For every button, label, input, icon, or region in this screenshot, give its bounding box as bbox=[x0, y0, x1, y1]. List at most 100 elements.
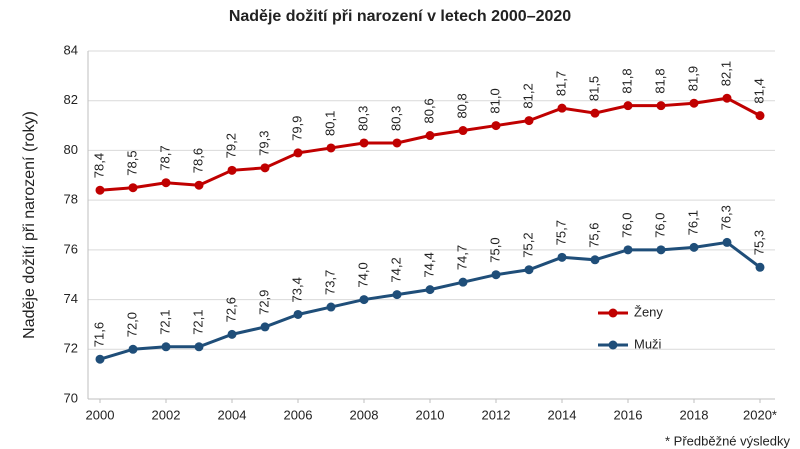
data-label: 75,0 bbox=[487, 237, 502, 262]
data-label: 81,4 bbox=[751, 78, 766, 103]
data-label: 73,7 bbox=[322, 270, 337, 295]
data-point bbox=[392, 290, 402, 300]
data-point bbox=[260, 163, 270, 173]
x-tick-label: 2002 bbox=[152, 407, 181, 422]
data-point bbox=[590, 108, 600, 118]
y-tick-label: 72 bbox=[64, 341, 78, 356]
data-label: 72,6 bbox=[223, 297, 238, 322]
data-label: 79,2 bbox=[223, 133, 238, 158]
data-point bbox=[194, 180, 204, 190]
legend-marker bbox=[608, 308, 618, 318]
x-tick-label: 2020* bbox=[743, 407, 777, 422]
data-label: 75,7 bbox=[553, 220, 568, 245]
data-point bbox=[326, 302, 336, 312]
data-point bbox=[656, 101, 666, 111]
data-point bbox=[524, 116, 534, 126]
data-point bbox=[458, 126, 468, 136]
data-label: 72,0 bbox=[124, 312, 139, 337]
data-label: 79,9 bbox=[289, 116, 304, 141]
data-label: 81,5 bbox=[586, 76, 601, 101]
legend-label: Muži bbox=[634, 336, 662, 351]
data-label: 80,8 bbox=[454, 93, 469, 118]
data-label: 75,2 bbox=[520, 232, 535, 257]
data-label: 81,2 bbox=[520, 83, 535, 108]
legend-label: Ženy bbox=[634, 304, 663, 319]
data-label: 78,4 bbox=[91, 153, 106, 178]
data-label: 80,1 bbox=[322, 111, 337, 136]
data-point bbox=[227, 329, 237, 339]
data-label: 72,1 bbox=[157, 309, 172, 334]
data-label: 74,4 bbox=[421, 252, 436, 277]
y-tick-label: 78 bbox=[64, 192, 78, 207]
data-label: 78,6 bbox=[190, 148, 205, 173]
x-tick-label: 2012 bbox=[482, 407, 511, 422]
data-point bbox=[128, 183, 138, 193]
data-label: 82,1 bbox=[718, 61, 733, 86]
data-label: 76,1 bbox=[685, 210, 700, 235]
y-tick-label: 74 bbox=[64, 291, 78, 306]
data-point bbox=[95, 185, 105, 195]
chart-title: Naděje dožití při narození v letech 2000… bbox=[229, 8, 571, 25]
data-label: 72,1 bbox=[190, 309, 205, 334]
data-point bbox=[689, 98, 699, 108]
data-point bbox=[722, 93, 732, 103]
data-point bbox=[161, 178, 171, 188]
y-tick-label: 76 bbox=[64, 241, 78, 256]
data-point bbox=[326, 143, 336, 153]
data-label: 79,3 bbox=[256, 131, 271, 156]
data-point bbox=[128, 344, 138, 354]
data-label: 81,7 bbox=[553, 71, 568, 96]
data-point bbox=[755, 111, 765, 121]
data-label: 81,8 bbox=[652, 68, 667, 93]
x-tick-label: 2018 bbox=[680, 407, 709, 422]
data-label: 74,0 bbox=[355, 262, 370, 287]
data-label: 74,7 bbox=[454, 245, 469, 270]
data-label: 71,6 bbox=[91, 322, 106, 347]
data-point bbox=[557, 252, 567, 262]
data-label: 76,0 bbox=[619, 213, 634, 238]
data-point bbox=[194, 342, 204, 352]
data-label: 81,9 bbox=[685, 66, 700, 91]
x-tick-label: 2004 bbox=[218, 407, 247, 422]
footnote: * Předběžné výsledky bbox=[665, 433, 791, 448]
data-point bbox=[227, 165, 237, 175]
data-label: 80,6 bbox=[421, 98, 436, 123]
data-label: 73,4 bbox=[289, 277, 304, 302]
y-tick-label: 70 bbox=[64, 390, 78, 405]
data-point bbox=[425, 285, 435, 295]
data-point bbox=[161, 342, 171, 352]
data-point bbox=[491, 121, 501, 131]
data-point bbox=[293, 309, 303, 319]
data-label: 78,5 bbox=[124, 150, 139, 175]
data-point bbox=[656, 245, 666, 255]
data-label: 74,2 bbox=[388, 257, 403, 282]
data-point bbox=[392, 138, 402, 148]
x-tick-label: 2008 bbox=[350, 407, 379, 422]
x-tick-label: 2014 bbox=[548, 407, 577, 422]
x-tick-label: 2010 bbox=[416, 407, 445, 422]
y-tick-label: 80 bbox=[64, 142, 78, 157]
data-label: 76,0 bbox=[652, 213, 667, 238]
data-label: 81,0 bbox=[487, 88, 502, 113]
data-point bbox=[260, 322, 270, 332]
data-label: 81,8 bbox=[619, 68, 634, 93]
data-point bbox=[755, 262, 765, 272]
y-tick-label: 84 bbox=[64, 42, 78, 57]
data-point bbox=[623, 101, 633, 111]
data-point bbox=[458, 277, 468, 287]
x-tick-label: 2006 bbox=[284, 407, 313, 422]
data-label: 80,3 bbox=[355, 106, 370, 131]
data-label: 75,6 bbox=[586, 222, 601, 247]
x-tick-label: 2016 bbox=[614, 407, 643, 422]
x-tick-label: 2000 bbox=[86, 407, 115, 422]
legend-marker bbox=[608, 340, 618, 350]
data-point bbox=[557, 103, 567, 113]
data-point bbox=[689, 242, 699, 252]
data-point bbox=[590, 255, 600, 265]
data-point bbox=[623, 245, 633, 255]
data-point bbox=[524, 265, 534, 275]
data-point bbox=[293, 148, 303, 158]
data-label: 80,3 bbox=[388, 106, 403, 131]
